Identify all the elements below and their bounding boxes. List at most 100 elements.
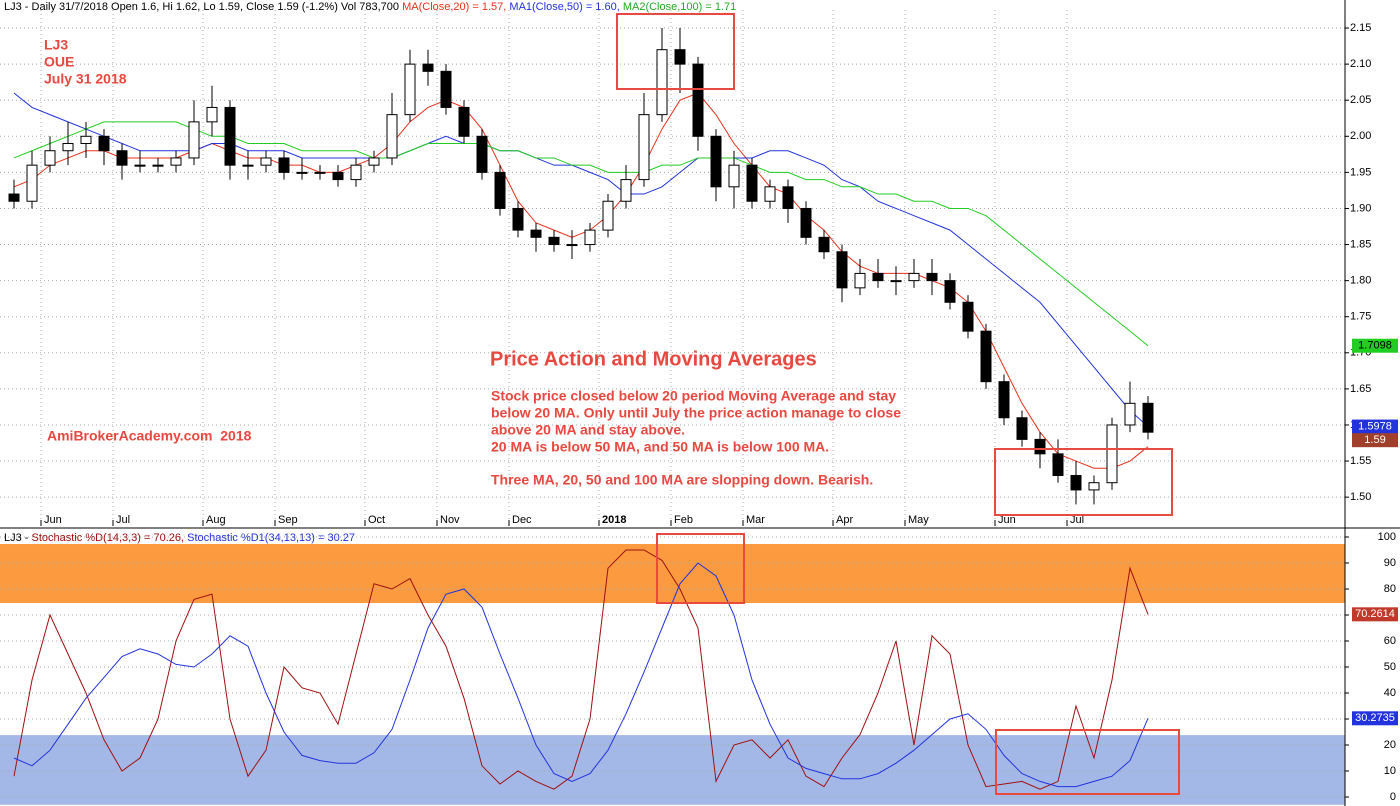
x-tick-label: 2018: [602, 514, 626, 526]
y-tick-label: 1.65: [1350, 383, 1371, 395]
line-series: [13, 562, 1149, 788]
y-tick-label: 10: [1384, 765, 1396, 777]
candle-body: [1052, 453, 1064, 476]
note: Stock price closed below 20 period Movin…: [491, 388, 901, 488]
candle-body: [332, 171, 344, 181]
candle-body: [530, 229, 542, 238]
candle-body: [296, 171, 308, 174]
line-series: [13, 121, 1149, 347]
legend-entry: MA(Close,20) = 1.57,: [402, 1, 509, 13]
candle-body: [746, 164, 758, 202]
last-value-label: 30.2735: [1355, 712, 1395, 724]
last-value-label: 1.59: [1364, 434, 1385, 446]
x-tick-label: Apr: [836, 514, 853, 526]
annotation: July 31 2018: [44, 71, 127, 87]
y-tick-label: 2.15: [1350, 22, 1371, 34]
annotation: OUE: [44, 54, 74, 70]
candle-body: [674, 49, 686, 65]
candle-body: [548, 236, 560, 246]
chart-title: LJ3 - Daily 31/7/2018 Open 1.6, Hi 1.62,…: [4, 1, 736, 13]
x-tick-label: Jun: [44, 514, 62, 526]
candle-body: [440, 70, 452, 108]
y-tick-label: 1.90: [1350, 202, 1371, 214]
last-value-box: [1352, 433, 1398, 448]
candle-body: [1088, 482, 1100, 491]
candle-body: [1142, 402, 1154, 433]
candle-body: [818, 236, 830, 253]
candle-body: [152, 164, 164, 167]
y-tick-label: 1.75: [1350, 311, 1371, 323]
y-tick-label: 20: [1384, 739, 1396, 751]
x-tick-label: Dec: [512, 514, 532, 526]
highlight-box: [656, 533, 745, 604]
legend-entry: MA1(Close,50) = 1.60,: [509, 1, 622, 13]
title: LJ3 - Daily 31/7/2018 Open 1.6, Hi 1.62,…: [4, 1, 402, 13]
candle-body: [782, 186, 794, 209]
zone-band: [0, 544, 1345, 604]
x-tick-label: May: [908, 514, 929, 526]
y-tick-label: 50: [1384, 661, 1396, 673]
candle-body: [1070, 474, 1082, 491]
x-tick-label: Feb: [674, 514, 693, 526]
highlight-box: [616, 13, 735, 90]
candle-body: [62, 143, 74, 152]
y-tick-label: 2.00: [1350, 130, 1371, 142]
candle-body: [422, 63, 434, 72]
candle-body: [260, 157, 272, 166]
last-value-label: 70.2614: [1355, 608, 1395, 620]
candle-body: [170, 157, 182, 166]
candle-body: [512, 207, 524, 231]
candle-body: [80, 135, 92, 145]
candle-body: [386, 114, 398, 159]
note-line: 20 MA is below 50 MA, and 50 MA is below…: [491, 439, 829, 455]
y-tick-label: 60: [1384, 635, 1396, 647]
candle-body: [656, 49, 668, 116]
candle-body: [1124, 402, 1136, 426]
note-line: below 20 MA. Only until July the price a…: [491, 405, 901, 421]
last-value-box: [1352, 419, 1398, 434]
candle-body: [692, 63, 704, 137]
candle-body: [8, 193, 20, 202]
last-value-label: 1.7098: [1358, 340, 1392, 352]
candle-body: [476, 135, 488, 173]
candle-body: [98, 135, 110, 152]
y-tick-label: 1.50: [1350, 491, 1371, 503]
candle-body: [368, 157, 380, 166]
candle-body: [710, 135, 722, 188]
x-tick-label: Mar: [746, 514, 765, 526]
highlight-box: [995, 729, 1180, 795]
candle-body: [854, 272, 866, 289]
x-tick-label: Jun: [998, 514, 1016, 526]
candle-body: [134, 164, 146, 167]
candle-body: [224, 106, 236, 166]
y-tick-label: 40: [1384, 687, 1396, 699]
candle-body: [584, 229, 596, 246]
legend-entry: MA2(Close,100) = 1.71: [623, 1, 736, 13]
candle-body: [872, 272, 884, 282]
note-line: above 20 MA and stay above.: [491, 422, 685, 438]
highlight-box: [994, 448, 1173, 516]
candle-body: [836, 251, 848, 289]
candle-body: [890, 280, 902, 283]
line-series: [13, 92, 1149, 427]
candle-body: [404, 63, 416, 116]
candle-body: [998, 381, 1010, 419]
candle-body: [314, 171, 326, 174]
candle-body: [908, 272, 920, 282]
candle-body: [620, 179, 632, 202]
y-tick-label: 2.10: [1350, 58, 1371, 70]
candle-body: [638, 114, 650, 181]
candle-body: [800, 207, 812, 238]
note-line: Three MA, 20, 50 and 100 MA are slopping…: [491, 472, 873, 488]
last-value-box: [1352, 338, 1398, 353]
candle-body: [728, 164, 740, 188]
x-tick-label: Oct: [368, 514, 385, 526]
candle-body: [1034, 438, 1046, 455]
price-panel: 1.501.551.601.651.701.751.801.851.901.95…: [0, 10, 1398, 526]
x-tick-label: Sep: [278, 514, 298, 526]
candle-body: [602, 200, 614, 231]
last-value-label: 1.5978: [1358, 420, 1392, 432]
last-value-box: [1352, 711, 1398, 726]
